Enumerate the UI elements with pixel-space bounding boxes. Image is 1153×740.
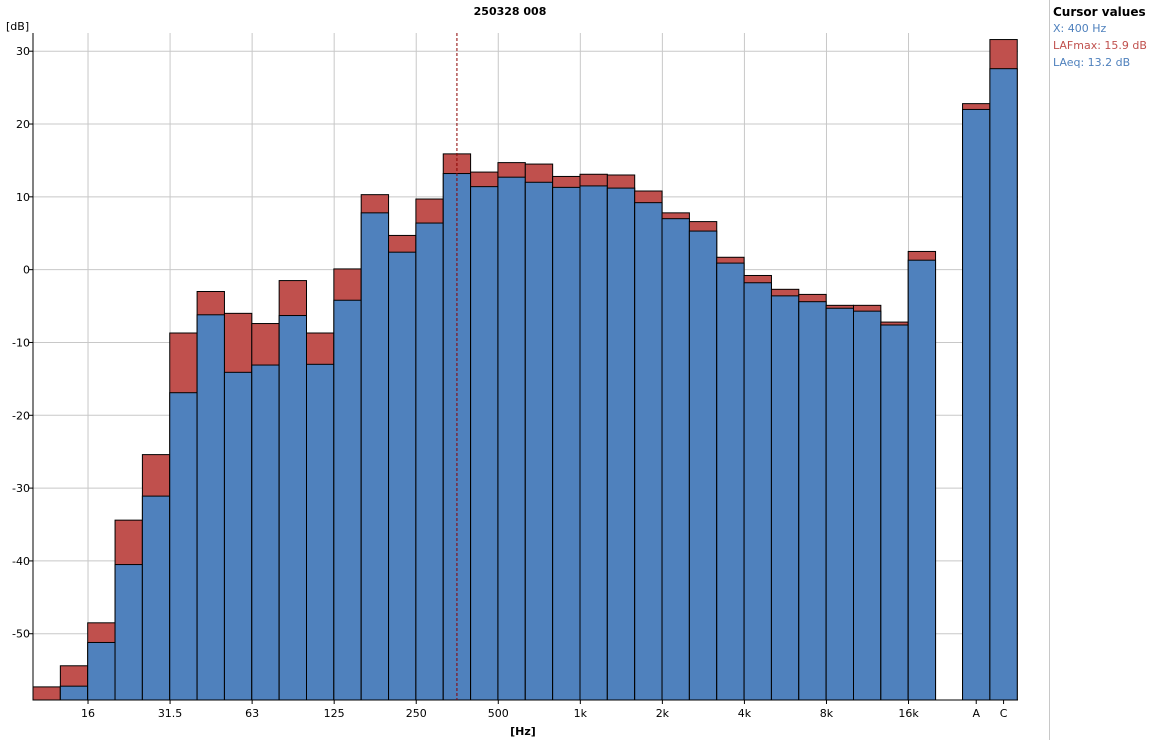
spectrum-chart[interactable]: 250328 008 [dB] [Hz] 30 20 10 0 -10 -20 -30 -40… bbox=[0, 0, 1048, 740]
axes-group bbox=[32, 33, 1018, 701]
x-tick-label: 4k bbox=[738, 707, 752, 720]
chart-title: 250328 008 bbox=[474, 5, 547, 18]
x-ticks: 16 31.5 63 125 250 500 1k 2k 4k 8k 16k A C bbox=[81, 700, 1008, 720]
bar-laeq[interactable] bbox=[470, 186, 499, 701]
bar-laeq[interactable] bbox=[442, 173, 472, 701]
bar-laeq[interactable] bbox=[497, 176, 526, 701]
cursor-lafmax-value: LAFmax: 15.9 dB bbox=[1053, 39, 1147, 52]
bar-laeq[interactable] bbox=[415, 222, 444, 701]
x-axis-unit: [Hz] bbox=[510, 725, 536, 738]
y-tick-label: -40 bbox=[12, 555, 30, 568]
x-tick-label: C bbox=[1000, 707, 1008, 720]
bar-laeq[interactable] bbox=[141, 495, 171, 701]
bar-laeq[interactable] bbox=[278, 315, 307, 701]
y-tick-label: 10 bbox=[16, 191, 30, 204]
bar-laeq[interactable] bbox=[798, 301, 827, 701]
x-tick-label: 250 bbox=[406, 707, 427, 720]
bar-laeq[interactable] bbox=[579, 185, 608, 701]
bar-laeq[interactable] bbox=[360, 212, 390, 701]
bar-laeq[interactable] bbox=[880, 324, 909, 701]
cursor-x-value: X: 400 Hz bbox=[1053, 22, 1107, 35]
y-axis-unit: [dB] bbox=[6, 20, 29, 33]
y-tick-label: -30 bbox=[12, 482, 30, 495]
bar-lafmax[interactable] bbox=[32, 686, 61, 701]
x-tick-label: 31.5 bbox=[158, 707, 183, 720]
bar-laeq[interactable] bbox=[87, 641, 116, 701]
y-tick-label: -20 bbox=[12, 409, 30, 422]
x-tick-label: 500 bbox=[488, 707, 509, 720]
x-tick-label: 8k bbox=[820, 707, 834, 720]
bar-laeq[interactable] bbox=[634, 202, 663, 701]
y-tick-label: -50 bbox=[12, 628, 30, 641]
bar-laeq[interactable] bbox=[825, 307, 855, 701]
y-tick-label: 0 bbox=[23, 264, 30, 277]
bar-laeq[interactable] bbox=[743, 282, 772, 701]
bar-laeq[interactable] bbox=[196, 314, 225, 701]
bar-laeq[interactable] bbox=[606, 187, 636, 701]
bar-laeq[interactable] bbox=[388, 251, 417, 701]
bar-laeq[interactable] bbox=[114, 564, 143, 701]
bar-laeq[interactable] bbox=[524, 181, 554, 701]
cursor-values-title: Cursor values bbox=[1053, 5, 1146, 19]
cursor-laeq-value: LAeq: 13.2 dB bbox=[1053, 56, 1131, 69]
bar-laeq[interactable] bbox=[661, 218, 690, 701]
bar-laeq[interactable] bbox=[907, 259, 937, 701]
x-tick-label: 16k bbox=[898, 707, 919, 720]
y-ticks: 30 20 10 0 -10 -20 -30 -40 -50 bbox=[12, 45, 33, 641]
x-tick-label: A bbox=[972, 707, 980, 720]
bar-laeq[interactable] bbox=[223, 371, 253, 701]
bar-laeq[interactable] bbox=[962, 108, 991, 701]
bar-laeq[interactable] bbox=[59, 685, 89, 701]
x-tick-label: 2k bbox=[656, 707, 670, 720]
bar-laeq[interactable] bbox=[169, 392, 198, 701]
y-tick-label: -10 bbox=[12, 336, 30, 349]
bar-laeq[interactable] bbox=[251, 364, 280, 701]
x-tick-label: 1k bbox=[574, 707, 588, 720]
bar-laeq[interactable] bbox=[716, 262, 745, 701]
x-tick-label: 125 bbox=[324, 707, 345, 720]
bar-laeq[interactable] bbox=[853, 310, 882, 701]
y-tick-label: 20 bbox=[16, 118, 30, 131]
bars-group bbox=[32, 39, 1018, 701]
y-tick-label: 30 bbox=[16, 45, 30, 58]
bar-laeq[interactable] bbox=[989, 68, 1018, 701]
bar-laeq[interactable] bbox=[333, 299, 362, 701]
cursor-values-panel: Cursor values X: 400 Hz LAFmax: 15.9 dB … bbox=[1049, 0, 1153, 740]
bar-laeq[interactable] bbox=[306, 363, 335, 701]
bar-laeq[interactable] bbox=[770, 295, 800, 701]
bar-laeq[interactable] bbox=[688, 230, 718, 701]
x-tick-label: 63 bbox=[245, 707, 259, 720]
bar-laeq[interactable] bbox=[552, 186, 581, 701]
x-tick-label: 16 bbox=[81, 707, 95, 720]
